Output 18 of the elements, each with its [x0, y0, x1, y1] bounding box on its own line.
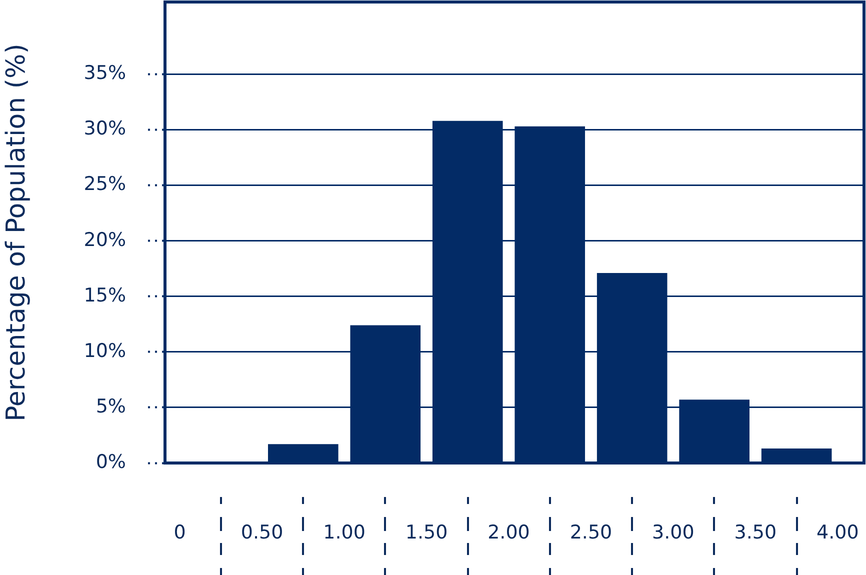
y-tick-label: 10%: [84, 340, 126, 362]
y-tick-label: 25%: [84, 173, 126, 196]
x-tick-label: 4.00: [816, 521, 859, 544]
y-tick-label: 5%: [96, 395, 126, 418]
x-tick-label: 3.00: [652, 521, 694, 544]
x-tick-label: 1.50: [405, 521, 448, 544]
x-tick-label: 3.50: [734, 521, 777, 544]
x-tick-label: 1.00: [323, 521, 366, 544]
x-tick-label: 2.50: [570, 521, 612, 544]
y-tick-label: 15%: [84, 284, 126, 306]
x-tick-label: 0: [174, 521, 186, 544]
y-tick-label: 0%: [96, 450, 126, 473]
y-tick-label: 35%: [84, 62, 126, 84]
y-axis-title: Percentage of Population (%): [1, 44, 32, 422]
x-tick-label: 2.00: [488, 521, 530, 544]
x-tick-label: 0.50: [240, 521, 284, 544]
y-tick-label: 30%: [84, 118, 126, 140]
y-tick-label: 20%: [84, 228, 126, 251]
